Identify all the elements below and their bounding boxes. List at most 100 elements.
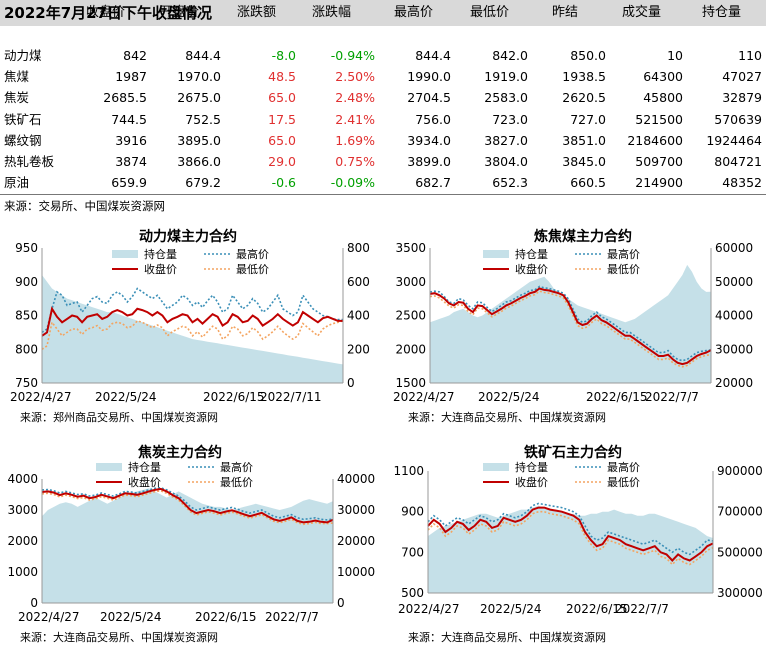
y-right-tick-label: 200 [347,342,370,356]
x-tick-label: 2022/6/15 [566,602,628,616]
table-cell-oi: 47027 [722,69,762,85]
y-left-tick-label: 700 [401,545,424,559]
legend-label-oi: 持仓量 [515,247,548,261]
y-left-tick-label: 750 [15,376,38,390]
series-line-close [427,506,714,562]
table-cell-oi: 32879 [722,90,762,106]
table-cell-open: 1970.0 [177,69,221,85]
table-cell-open: 3866.0 [177,154,221,169]
legend-label-oi: 持仓量 [144,247,177,261]
chart-source: 来源：大连商品交易所、中国煤炭资源网 [408,630,606,644]
x-tick-label: 2022/7/7 [645,390,699,404]
table-cell-open: 3895.0 [177,132,221,148]
table-cell-prev: 1938.5 [562,69,606,85]
table-cell-high: 756.0 [415,111,451,127]
y-left-tick-label: 2500 [395,309,426,323]
header-bar [0,0,766,26]
table-cell-open: 752.5 [185,111,221,127]
series-line-low [41,489,334,526]
x-tick-label: 2022/4/27 [398,602,460,616]
x-tick-label: 2022/5/24 [95,390,157,404]
report-title: 2022年7月27日下午收盘情况 [4,4,213,22]
x-tick-label: 2022/6/15 [195,610,257,624]
y-left-tick-label: 4000 [7,472,38,486]
y-right-tick-label: 10000 [337,565,375,579]
series-area-open-interest [430,264,711,383]
table-cell-pct: 0.75% [335,154,375,169]
legend-label-high: 最高价 [236,247,269,261]
table-cell-open: 2675.0 [177,90,221,106]
legend-label-oi: 持仓量 [128,460,161,474]
series-line-close [41,487,334,524]
series-line-high [429,285,712,362]
table-cell-high: 3934.0 [407,132,451,148]
table-cell-low: 3827.0 [484,132,528,148]
table-cell-open: 844.4 [185,48,221,63]
table-cell-high: 844.4 [415,48,451,63]
chart-title: 动力煤主力合约 [139,228,237,245]
y-right-tick-label: 20000 [337,534,375,548]
y-right-tick-label: 600 [347,275,370,289]
table-cell-vol: 214900 [635,175,683,191]
table-header-cell: 涨跌幅 [312,5,352,20]
table-cell-high: 682.7 [415,175,451,191]
table-cell-vol: 509700 [635,154,683,169]
series-area-open-interest [42,275,343,383]
y-left-tick-label: 900 [401,505,424,519]
y-right-tick-label: 400 [347,309,370,323]
table-cell-oi: 110 [738,48,762,63]
x-tick-label: 2022/4/27 [393,390,455,404]
series-line-close [429,287,712,366]
table-cell-chg: 48.5 [268,69,296,85]
table-cell-high: 2704.5 [407,90,451,106]
y-left-tick-label: 800 [15,342,38,356]
table-cell-chg: -8.0 [271,48,296,63]
y-right-tick-label: 300000 [717,586,763,600]
y-left-tick-label: 1100 [393,464,424,478]
table-cell-pct: 2.50% [335,69,375,85]
table-cell-close: 744.5 [111,111,147,127]
table-cell-close: 659.9 [111,175,147,191]
series-line-high [41,486,334,521]
table-cell-oi: 48352 [722,175,762,191]
table-cell-low: 2583.0 [484,90,528,106]
y-right-tick-label: 50000 [715,275,753,289]
table-cell-prev: 727.0 [570,111,606,127]
legend-label-close: 收盘价 [128,475,161,489]
series-line-low [427,510,714,566]
y-right-tick-label: 500000 [717,545,763,559]
y-right-tick-label: 0 [337,596,345,610]
table-cell-vol: 64300 [643,69,683,85]
chart-coking-coal: 炼焦煤主力合约 1500 2000 2500 3000 3500 20000 30000 400… [393,228,753,424]
legend-swatch-oi [112,250,138,258]
table-cell-oi: 1924464 [706,132,762,148]
series-line-high [41,287,343,334]
table-cell-low: 723.0 [492,111,528,127]
table-cell-high: 1990.0 [407,69,451,85]
table-cell-chg: -0.6 [271,175,296,191]
y-left-tick-label: 1000 [7,565,38,579]
table-cell-vol: 521500 [635,111,683,127]
y-right-tick-label: 30000 [337,503,375,517]
table-cell-close: 1987 [115,69,147,85]
table-header-cell: 持仓量 [702,5,742,20]
table-cell-chg: 65.0 [268,132,296,148]
chart-title: 炼焦煤主力合约 [534,228,632,245]
table-cell-high: 3899.0 [407,154,451,169]
x-tick-label: 2022/5/24 [100,610,162,624]
table-cell-prev: 850.0 [570,48,606,63]
row-label: 原油 [4,175,30,191]
x-tick-label: 2022/5/24 [480,602,542,616]
y-left-tick-label: 3000 [7,503,38,517]
table-cell-close: 2685.5 [103,90,147,106]
legend-label-high: 最高价 [607,247,640,261]
table-cell-prev: 3845.0 [562,154,606,169]
chart-source: 来源：大连商品交易所、中国煤炭资源网 [408,410,606,424]
x-tick-label: 2022/5/24 [478,390,540,404]
x-tick-label: 2022/4/27 [10,390,72,404]
x-tick-label: 2022/7/11 [260,390,322,404]
table-header-cell: 开盘价 [160,5,200,20]
